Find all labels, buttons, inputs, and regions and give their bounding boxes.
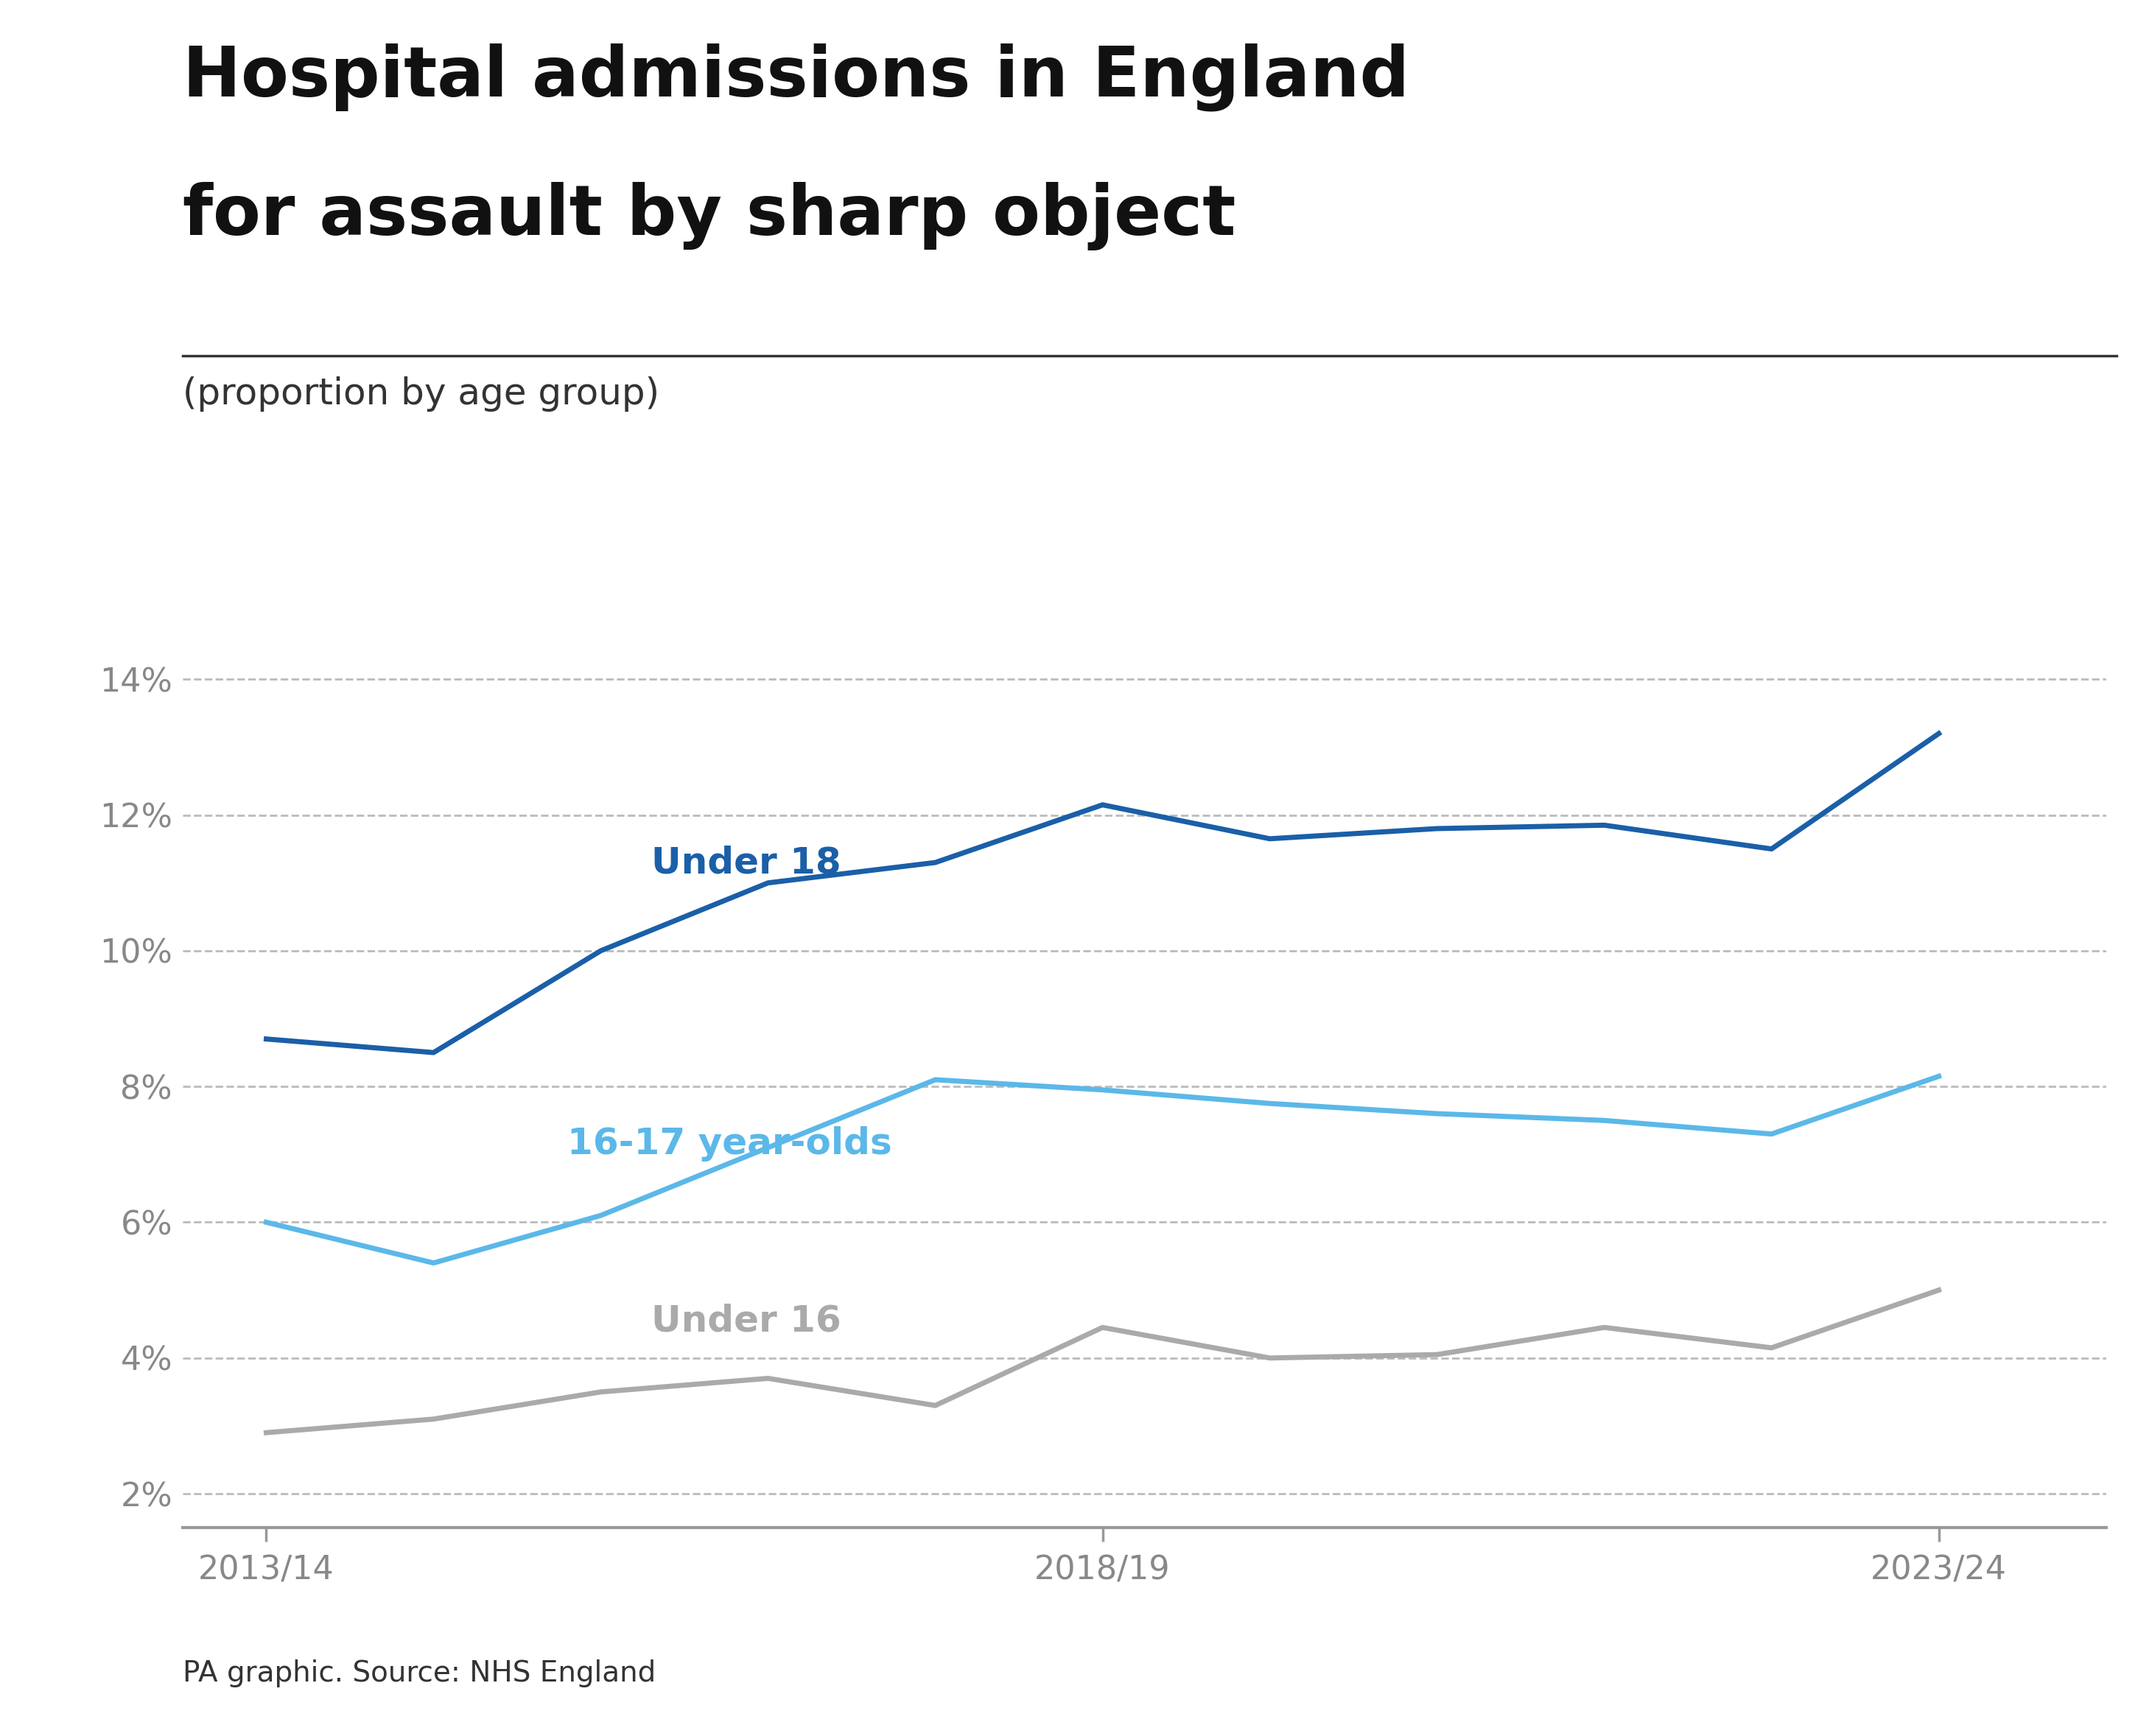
Text: Hospital admissions in England: Hospital admissions in England	[183, 43, 1410, 111]
Text: PA graphic. Source: NHS England: PA graphic. Source: NHS England	[183, 1660, 655, 1687]
Text: (proportion by age group): (proportion by age group)	[183, 377, 660, 411]
Text: Under 16: Under 16	[651, 1304, 840, 1338]
Text: for assault by sharp object: for assault by sharp object	[183, 182, 1236, 250]
Text: 16-17 year-olds: 16-17 year-olds	[567, 1127, 892, 1161]
Text: Under 18: Under 18	[651, 845, 840, 880]
